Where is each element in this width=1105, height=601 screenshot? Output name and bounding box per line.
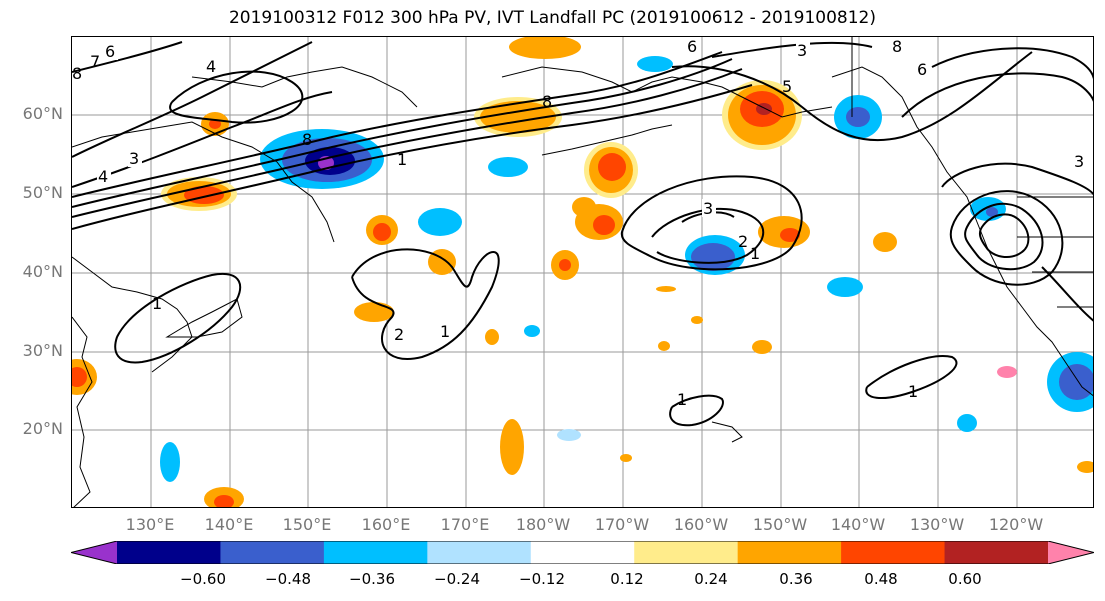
contour-label: 1: [750, 244, 760, 263]
colorbar-segment: [220, 541, 325, 564]
contour-label: 2: [394, 325, 404, 344]
lon-label: 120°W: [988, 515, 1044, 534]
contour-label-group: 6 7 4 8 3 4 8 1 8 6 3 8 6 5 3 2 1 2 1 1 …: [72, 37, 1084, 409]
lat-label: 30°N: [22, 341, 63, 360]
contour-label: 3: [1074, 152, 1084, 171]
lon-label: 130°E: [125, 515, 175, 534]
lat-label: 40°N: [22, 262, 63, 281]
contour-label: 2: [738, 232, 748, 251]
lat-label: 20°N: [22, 419, 63, 438]
colorbar-segment: [944, 541, 1049, 564]
contour-label: 1: [677, 390, 687, 409]
colorbar-extend-high: [1048, 541, 1094, 564]
colorbar-tick-label: −0.36: [349, 570, 395, 588]
lat-label: 60°N: [22, 104, 63, 123]
lon-label: 170°W: [594, 515, 650, 534]
contour-label: 1: [397, 150, 407, 169]
ivt-contours: [72, 41, 1093, 427]
colorbar-tick-label: 0.48: [864, 570, 898, 588]
colorbar-tick-label: 0.60: [948, 570, 982, 588]
colorbar-segment: [530, 541, 635, 564]
contour-label: 6: [917, 60, 927, 79]
lon-label: 140°W: [830, 515, 886, 534]
lon-label: 150°W: [752, 515, 808, 534]
colorbar-segment: [117, 541, 221, 564]
colorbar-tick-label: 0.12: [610, 570, 644, 588]
lon-label: 170°E: [440, 515, 490, 534]
colorbar-segments: [71, 541, 1094, 564]
coastlines: [72, 37, 1093, 507]
contour-label: 7: [90, 52, 100, 71]
lon-label: 140°E: [204, 515, 254, 534]
graticule: [72, 37, 1093, 507]
colorbar-tick-label: 0.36: [779, 570, 813, 588]
contour-label: 1: [908, 382, 918, 401]
colorbar-extend-low: [71, 541, 117, 564]
colorbar-tick-label: 0.24: [694, 570, 728, 588]
colorbar-segment: [427, 541, 532, 564]
contour-label: 3: [703, 199, 713, 218]
colorbar-tick-label: −0.12: [519, 570, 565, 588]
contour-label: 4: [206, 57, 216, 76]
pv-anomaly-fills: [72, 37, 1093, 507]
contour-label: 1: [440, 322, 450, 341]
colorbar-tick-label: −0.24: [434, 570, 480, 588]
contour-label: 6: [687, 37, 697, 56]
lon-label: 180°W: [515, 515, 571, 534]
colorbar-tick-label: −0.48: [265, 570, 311, 588]
lat-label: 50°N: [22, 183, 63, 202]
contour-label: 3: [129, 149, 139, 168]
contour-label: 8: [542, 92, 552, 111]
colorbar-segment: [323, 541, 428, 564]
lon-label: 160°W: [673, 515, 729, 534]
lon-label: 130°W: [909, 515, 965, 534]
contour-label: 4: [98, 167, 108, 186]
colorbar-tick-label: −0.60: [180, 570, 226, 588]
colorbar-segment: [841, 541, 946, 564]
map-canvas: 6 7 4 8 3 4 8 1 8 6 3 8 6 5 3 2 1 2 1 1 …: [72, 37, 1093, 507]
map-panel: 6 7 4 8 3 4 8 1 8 6 3 8 6 5 3 2 1 2 1 1 …: [71, 36, 1094, 508]
colorbar-segment: [634, 541, 739, 564]
map-title: 2019100312 F012 300 hPa PV, IVT Landfall…: [228, 8, 876, 28]
contour-label: 8: [892, 37, 902, 56]
contour-label: 8: [302, 130, 312, 149]
colorbar-segment: [737, 541, 842, 564]
contour-label: 5: [782, 77, 792, 96]
colorbar: [71, 541, 1094, 564]
contour-label: 1: [152, 294, 162, 313]
lon-label: 160°E: [361, 515, 411, 534]
contour-label: 6: [105, 42, 115, 61]
contour-label: 3: [797, 41, 807, 60]
lon-label: 150°E: [282, 515, 332, 534]
contour-label: 8: [72, 64, 82, 83]
